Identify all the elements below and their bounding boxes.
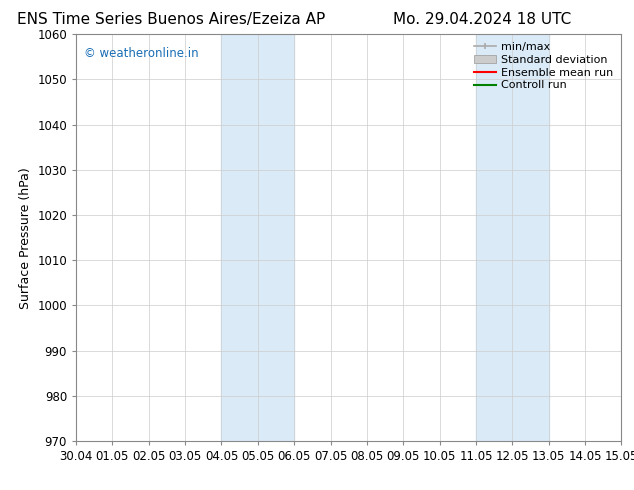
Y-axis label: Surface Pressure (hPa): Surface Pressure (hPa) bbox=[19, 167, 32, 309]
Text: Mo. 29.04.2024 18 UTC: Mo. 29.04.2024 18 UTC bbox=[392, 12, 571, 27]
Legend: min/max, Standard deviation, Ensemble mean run, Controll run: min/max, Standard deviation, Ensemble me… bbox=[471, 40, 616, 93]
Text: ENS Time Series Buenos Aires/Ezeiza AP: ENS Time Series Buenos Aires/Ezeiza AP bbox=[17, 12, 325, 27]
Bar bbox=[476, 34, 548, 441]
Text: © weatheronline.in: © weatheronline.in bbox=[84, 47, 199, 59]
Bar bbox=[221, 34, 294, 441]
